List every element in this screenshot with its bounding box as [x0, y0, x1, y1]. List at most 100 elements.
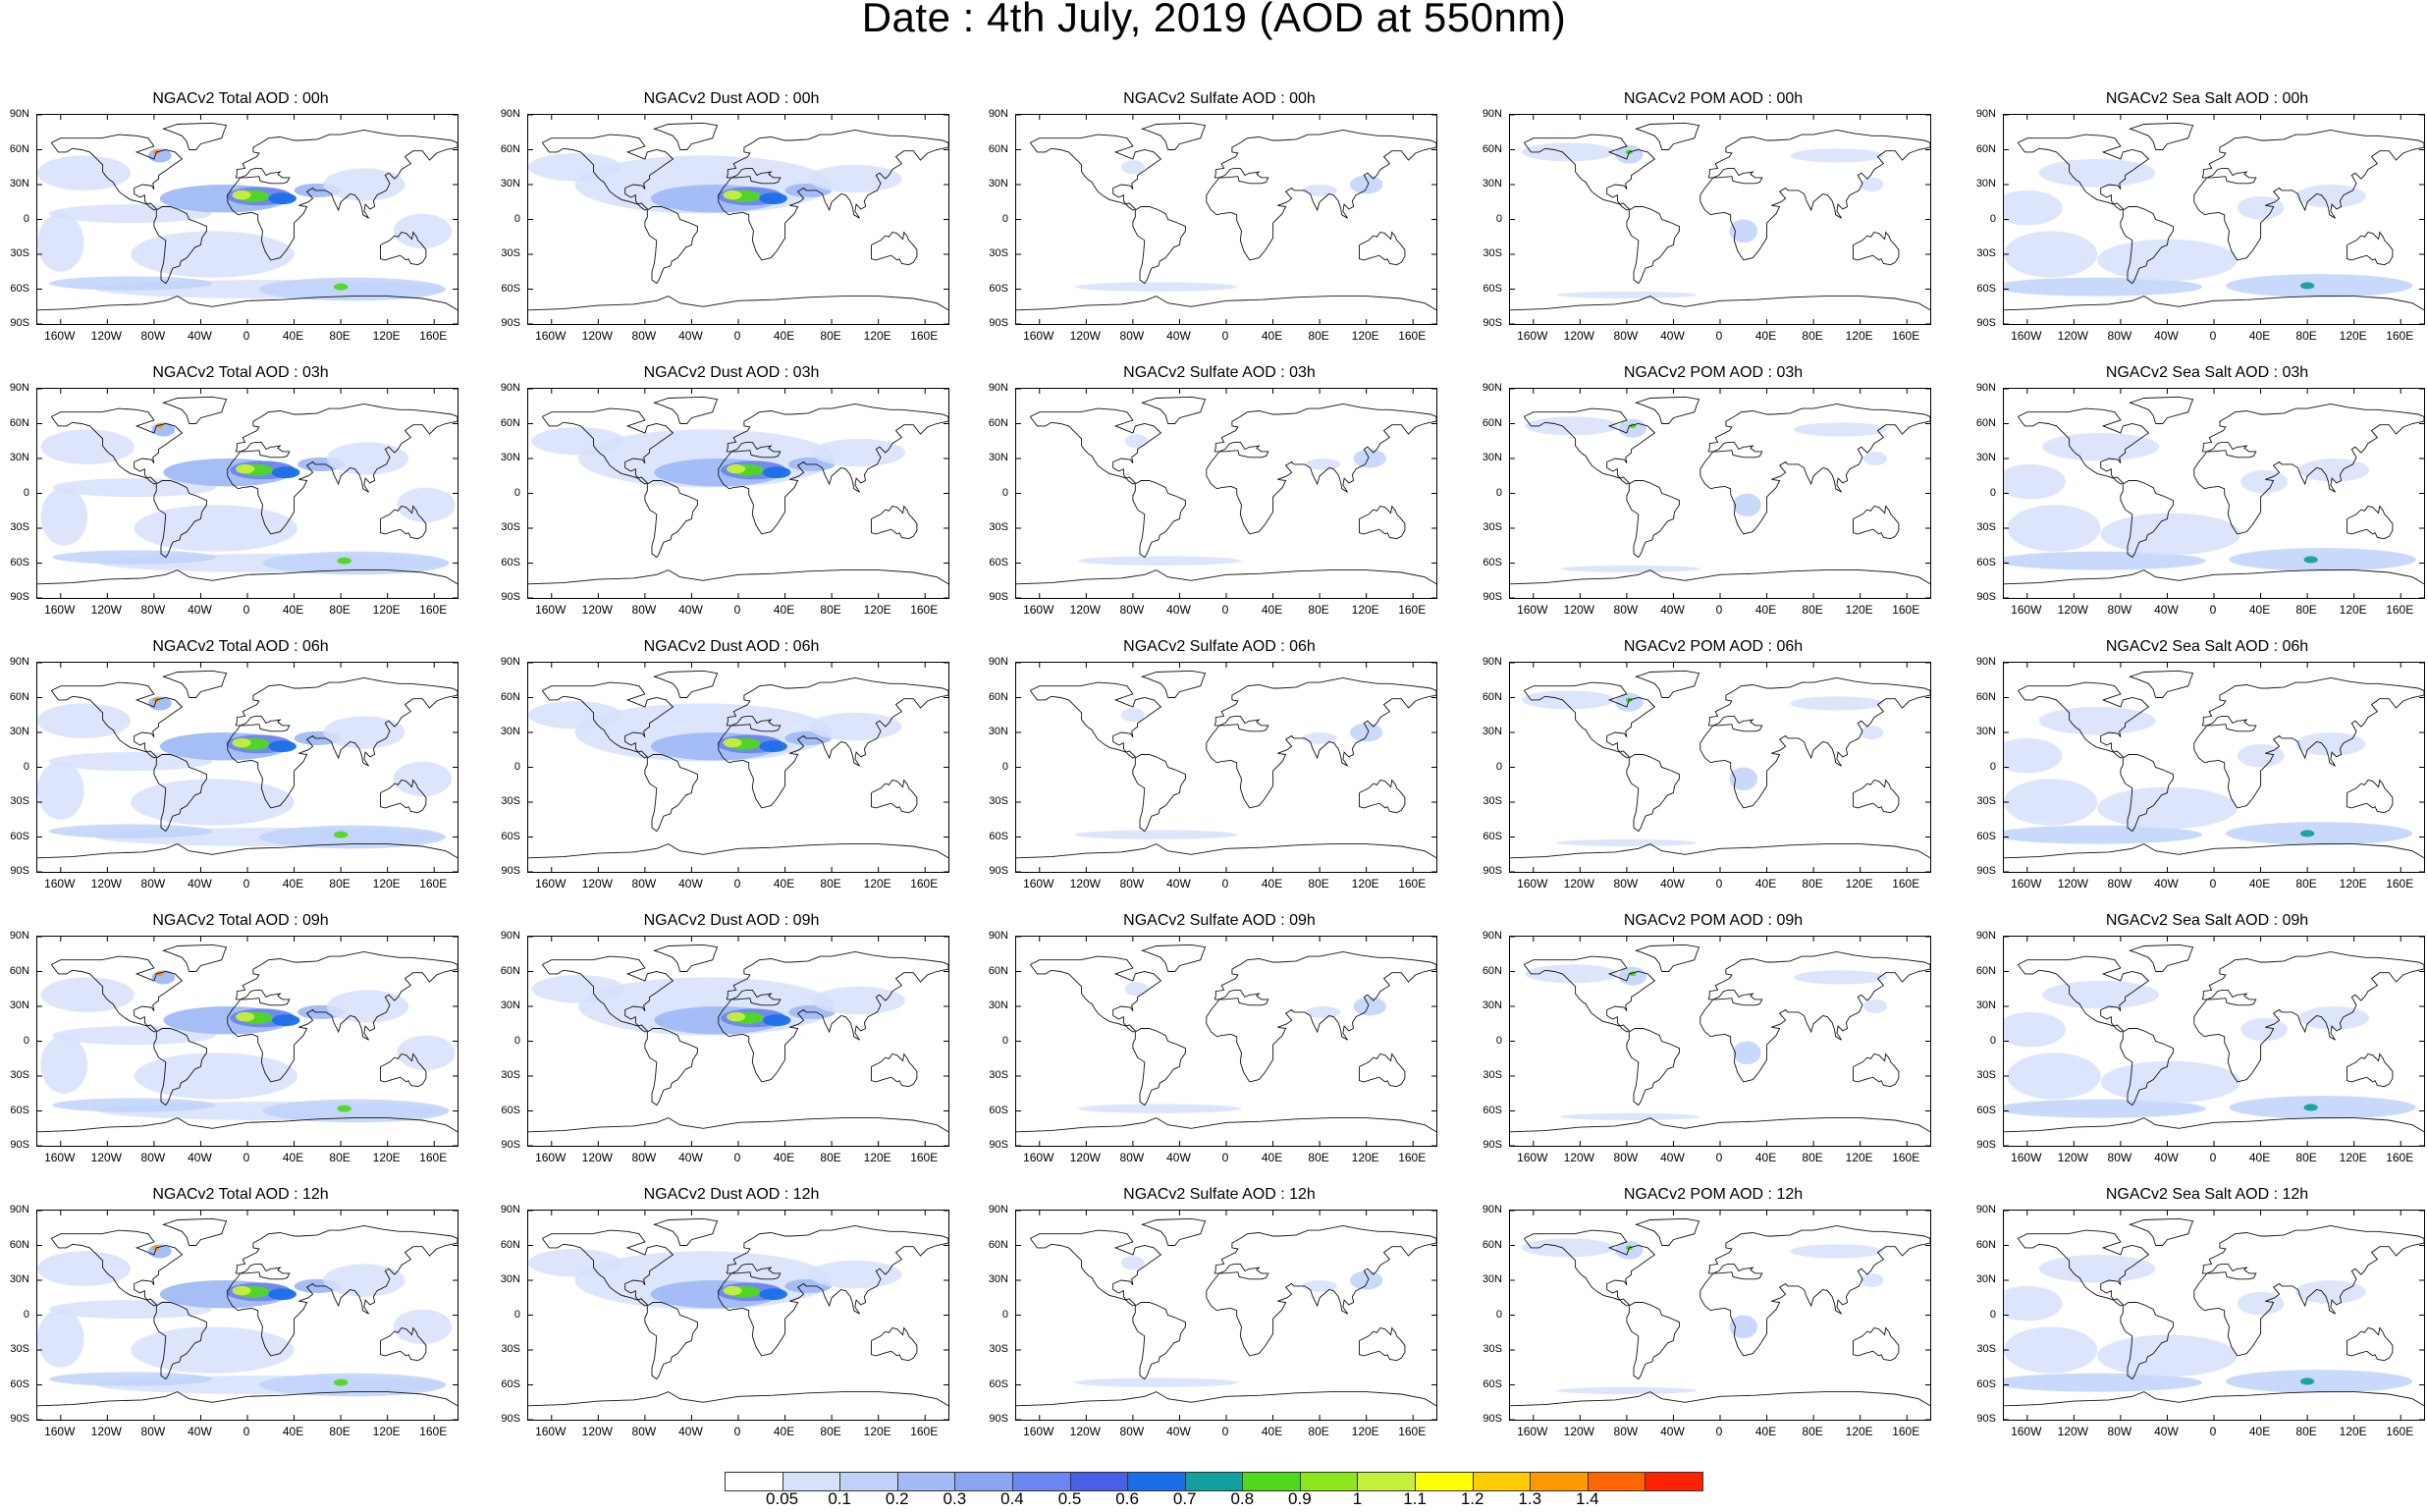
longitude-label: 160E: [419, 1425, 448, 1438]
longitude-label: 80W: [140, 877, 166, 891]
latitude-label: 30S: [1483, 795, 1502, 807]
longitude-label: 40E: [773, 1151, 795, 1164]
coastline-south-america: [644, 754, 698, 833]
colorbar-swatch: [1472, 1472, 1532, 1491]
longitude-label: 160E: [910, 1151, 939, 1164]
coastline-australia: [380, 505, 427, 540]
coastline-eurasia-africa: [1700, 1224, 1930, 1357]
colorbar-label: 1.1: [1403, 1489, 1427, 1508]
latitude-label: 30S: [1483, 1069, 1502, 1081]
longitude-label: 40E: [2248, 1151, 2271, 1164]
latitude-label: 30S: [501, 1069, 520, 1081]
coastline-south-america: [1626, 480, 1680, 559]
longitude-label: 160W: [44, 603, 76, 617]
world-map: [1016, 1211, 1436, 1420]
coastline-south-america: [644, 1028, 698, 1107]
aod-plume: [326, 442, 409, 475]
aod-plume: [131, 231, 295, 278]
longitude-label: 120W: [2057, 1425, 2088, 1438]
latitude-label: 90S: [1976, 591, 1996, 603]
colorbar-label: 0.05: [766, 1489, 799, 1508]
coastline-greenland: [161, 396, 228, 424]
panel-title: NGACv2 Dust AOD : 09h: [643, 912, 820, 929]
aod-plume: [323, 716, 405, 749]
colorbar-label: 0.7: [1172, 1489, 1197, 1508]
aod-plume: [2004, 825, 2203, 844]
longitude-label: 160W: [535, 877, 567, 891]
aod-plume: [37, 1309, 84, 1368]
world-map: [528, 937, 948, 1146]
longitude-label: 40E: [1754, 1425, 1777, 1438]
longitude-label: 80W: [1613, 603, 1639, 617]
longitude-label: 160W: [1517, 1425, 1548, 1438]
map-frame: [2003, 1210, 2425, 1421]
latitude-label: 30S: [1976, 1343, 1996, 1355]
aod-plume: [1729, 1315, 1758, 1339]
aod-plume: [48, 824, 213, 838]
longitude-label: 160E: [2386, 329, 2414, 343]
map-panel-seasalt-4: NGACv2 Sea Salt AOD : 12h 90N 60N 30N 0 30S 60…: [1967, 1186, 2428, 1446]
map-frame: [527, 662, 949, 873]
aod-plume: [37, 703, 132, 738]
longitude-label: 80W: [2107, 1425, 2132, 1438]
aod-plume: [2298, 1006, 2370, 1030]
aod-plume: [2004, 1099, 2206, 1118]
longitude-label: 160E: [2386, 1425, 2414, 1438]
aod-plume: [1353, 997, 1386, 1016]
longitude-label: 160W: [44, 1151, 76, 1164]
longitude-label: 80W: [2107, 329, 2132, 343]
aod-plume: [1302, 732, 1337, 744]
coastline-greenland: [2128, 122, 2194, 150]
coastline-eurasia-africa: [227, 1224, 458, 1357]
coastline-eurasia-africa: [1206, 950, 1436, 1083]
coastline-eurasia-africa: [2193, 1224, 2424, 1357]
world-map: [1510, 389, 1930, 598]
latitude-label: 0: [1001, 1034, 1008, 1047]
coastline-eurasia-africa: [718, 129, 948, 261]
colorbar-label: 0.5: [1057, 1489, 1082, 1508]
aod-plume: [2299, 282, 2315, 290]
latitude-label: 60S: [1483, 1104, 1502, 1116]
latitude-label: 30S: [989, 521, 1008, 533]
coastline-greenland: [161, 944, 228, 972]
coastline-north-america: [1029, 681, 1162, 759]
latitude-label: 60N: [9, 1238, 29, 1251]
aod-plume: [762, 466, 791, 479]
coastline-australia: [871, 1053, 918, 1088]
coastline-australia: [1853, 1326, 1900, 1362]
latitude-label: 60N: [1482, 1238, 1502, 1251]
longitude-label: 160W: [1023, 1425, 1054, 1438]
aod-plume: [2007, 1053, 2101, 1100]
coastline-australia: [1359, 1326, 1406, 1362]
panel-title: NGACv2 Sea Salt AOD : 09h: [2105, 912, 2309, 929]
longitude-label: 40E: [2248, 877, 2271, 891]
aod-plume: [1124, 982, 1149, 997]
longitude-label: 40W: [1660, 877, 1685, 891]
coastline-australia: [380, 231, 427, 266]
latitude-label: 30S: [10, 1069, 29, 1081]
coastline-north-america: [2017, 1229, 2150, 1307]
latitude-label: 0: [1001, 212, 1008, 225]
latitude-label: 0: [1495, 212, 1502, 225]
coastline-greenland: [2128, 1217, 2194, 1246]
aod-plume: [268, 1288, 297, 1301]
aod-plume: [1793, 422, 1888, 437]
aod-plume: [1863, 451, 1888, 466]
latitude-label: 0: [513, 1034, 520, 1047]
coastline-south-america: [644, 206, 698, 285]
colorbar-swatch: [1184, 1472, 1244, 1491]
latitude-label: 90S: [1976, 1139, 1996, 1151]
latitude-label: 30N: [9, 726, 29, 737]
coastline-south-america: [1626, 1302, 1680, 1380]
coastline-australia: [2347, 231, 2394, 266]
panel-title: NGACv2 Total AOD : 03h: [152, 364, 329, 381]
aod-plume: [2004, 231, 2098, 278]
longitude-label: 40W: [2154, 877, 2179, 891]
coastline-north-america: [50, 1229, 184, 1307]
aod-plume: [52, 1026, 216, 1046]
map-frame: [36, 936, 459, 1147]
aod-plume: [528, 153, 622, 182]
coastline-antarctica: [528, 843, 948, 859]
latitude-label: 30N: [988, 999, 1008, 1011]
world-map: [37, 663, 458, 872]
